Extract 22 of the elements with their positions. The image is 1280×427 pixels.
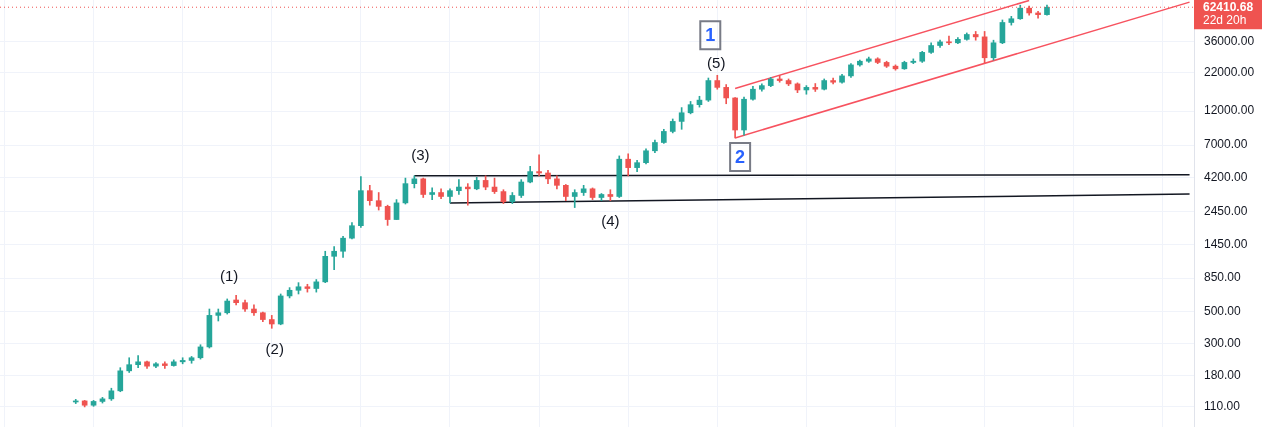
ref-line-label: 62410.68 [1203,0,1254,14]
y-tick-label: 36000.00 [1204,34,1255,49]
annotation: (3) [411,146,430,163]
y-tick-label: 300.00 [1204,336,1242,350]
y-tick-label: 4200.00 [1204,169,1248,184]
annotation: (5) [707,54,726,72]
annotation: 1 [705,25,716,46]
annotation: 2 [735,146,746,167]
y-tick-label: 850.00 [1204,270,1242,285]
y-tick-label: 12000.00 [1204,103,1255,118]
y-tick-label: 110.00 [1204,399,1241,414]
y-tick-label: 2450.00 [1204,203,1248,218]
text: 22d 20h [1203,12,1247,27]
annotation: (1) [219,266,239,284]
annotation: (4) [601,211,620,229]
candlestick [830,77,836,85]
y-tick-label: 22000.00 [1204,65,1255,80]
annotation: (2) [265,340,284,358]
y-tick-label: 7000.00 [1204,137,1248,152]
y-tick-label: 180.00 [1204,368,1242,383]
y-tick-label: 1450.00 [1204,236,1248,251]
y-tick-label: 500.00 [1204,303,1242,318]
